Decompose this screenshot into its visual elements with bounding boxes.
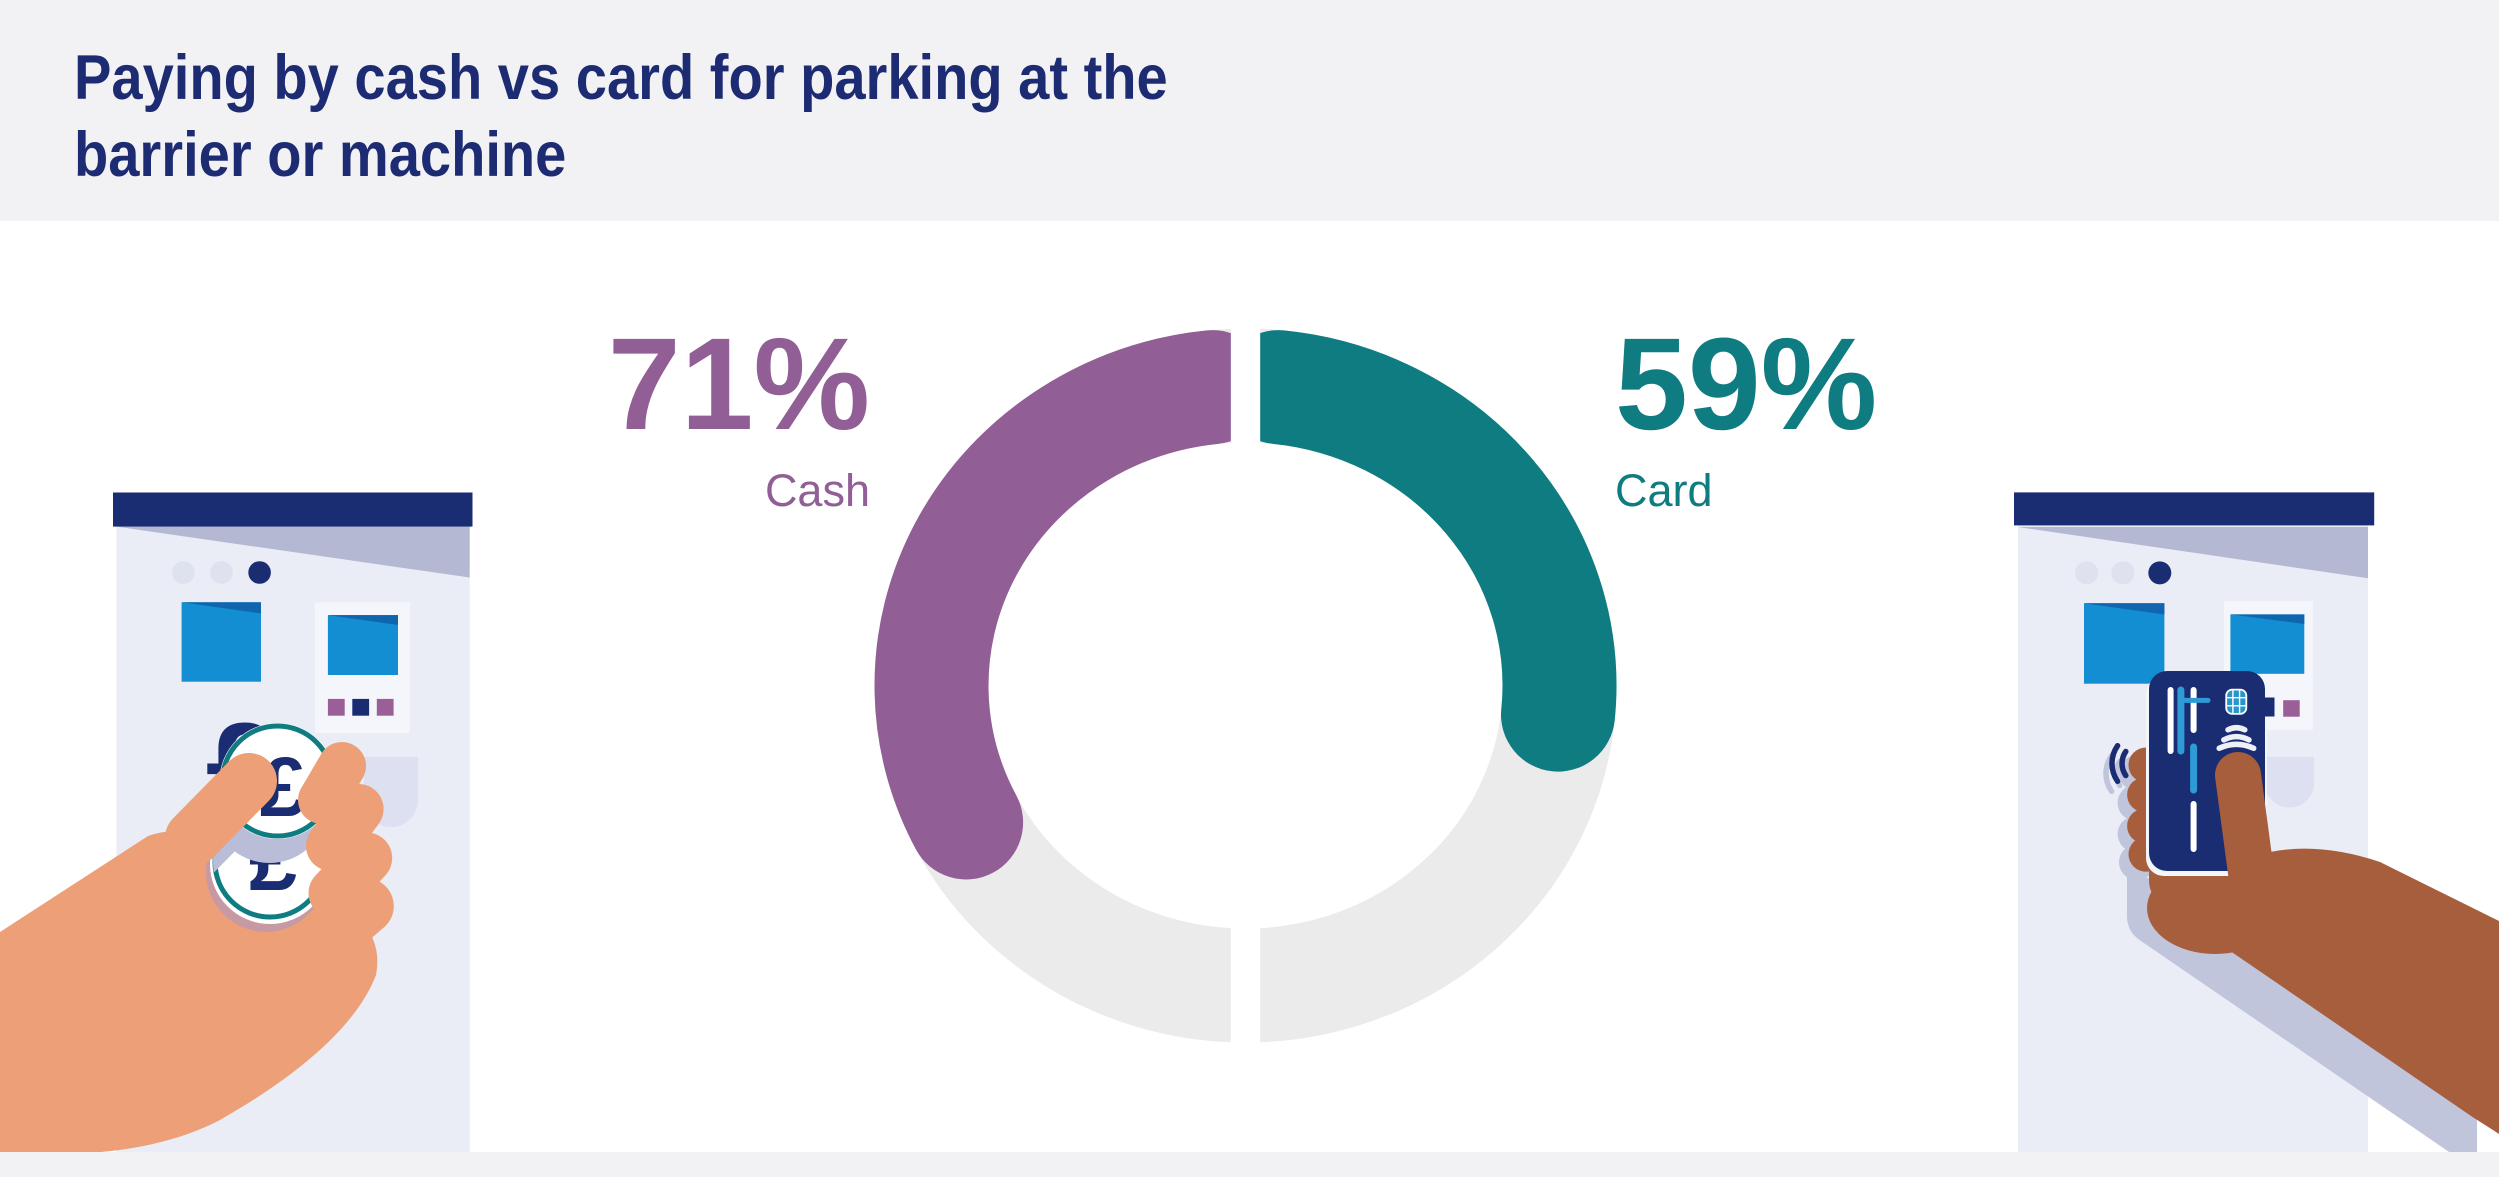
machine-shade xyxy=(116,526,470,578)
machine-shade xyxy=(2018,527,2368,579)
keypad-button xyxy=(327,698,345,716)
stat-cash: 71% Cash xyxy=(608,318,870,513)
machine-screen xyxy=(2084,603,2165,684)
keypad-button xyxy=(376,698,394,716)
coin-slot-cup xyxy=(2265,757,2314,808)
parking-machine-card-illustration xyxy=(2014,492,2499,1170)
machine-keypad-panel xyxy=(314,602,410,733)
indicator-dot-active xyxy=(2148,561,2172,585)
card-stripes xyxy=(2167,686,2211,852)
donut-arc-card xyxy=(1260,330,1617,772)
card-contactless-waves-icon xyxy=(2216,724,2257,752)
keypad-button xyxy=(352,698,370,716)
card-percentage: 59% xyxy=(1615,310,1878,457)
half-donut-chart xyxy=(874,328,1617,1043)
cash-label: Cash xyxy=(764,465,870,516)
indicator-dot xyxy=(210,561,233,584)
indicator-dot-active xyxy=(248,561,271,584)
cash-percentage: 71% xyxy=(607,310,870,457)
title-band xyxy=(0,0,2499,221)
indicator-dot xyxy=(2075,561,2099,585)
machine-screen xyxy=(181,602,261,682)
indicator-dot xyxy=(2111,561,2135,585)
thumb xyxy=(2215,752,2275,903)
card-slot-tab xyxy=(2264,697,2275,717)
machine-top-bar xyxy=(2014,492,2375,526)
card-label: Card xyxy=(1615,465,1713,516)
chart-title: Paying by cash vs card for parking at th… xyxy=(74,43,1168,190)
hand-fingers xyxy=(165,742,394,964)
bottom-band xyxy=(0,1152,2499,1177)
indicator-dot xyxy=(172,561,195,584)
machine-top-bar xyxy=(113,492,473,527)
card-chip-icon xyxy=(2225,688,2248,715)
keypad-button xyxy=(2283,700,2300,717)
stat-card: 59% Card xyxy=(1615,318,1877,513)
donut-arc-cash xyxy=(874,330,1231,880)
parking-machine-cash-illustration: £ £ £ xyxy=(0,492,473,1160)
